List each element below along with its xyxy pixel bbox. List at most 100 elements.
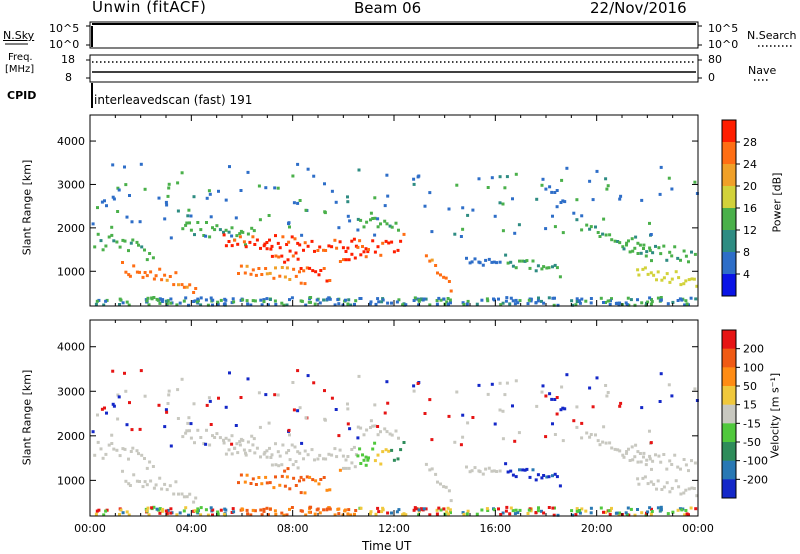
power-cell	[481, 263, 485, 267]
power-cell	[239, 189, 243, 192]
power-heatmap	[91, 162, 699, 307]
velocity-cell	[348, 427, 352, 431]
power-cell	[199, 303, 203, 307]
velocity-cell	[513, 512, 517, 516]
power-cell	[187, 208, 191, 212]
velocity-cell	[580, 436, 584, 440]
velocity-cell	[216, 512, 220, 516]
power-cell	[680, 298, 684, 302]
power-cell	[545, 266, 549, 270]
velocity-cell	[667, 383, 671, 387]
power-cell	[176, 209, 180, 213]
power-cell	[416, 175, 420, 179]
velocity-cell	[135, 449, 139, 453]
power-cell	[239, 264, 243, 268]
power-cell	[561, 199, 565, 203]
velocity-cell	[356, 436, 360, 440]
power-cell	[257, 184, 261, 188]
velocity-cell	[146, 506, 150, 510]
power-cell	[501, 301, 505, 305]
power-cell	[419, 297, 423, 301]
velocity-cell	[350, 461, 354, 465]
velocity-cell	[659, 372, 663, 376]
power-cell	[646, 272, 650, 276]
power-cell	[668, 280, 672, 284]
power-cell	[344, 258, 348, 262]
velocity-cell	[589, 511, 593, 515]
power-cell	[211, 303, 214, 307]
power-cell	[642, 243, 646, 247]
power-cell	[465, 302, 469, 306]
velocity-cell	[292, 408, 296, 412]
power-cell	[625, 303, 629, 306]
power-cell	[246, 232, 250, 236]
power-cell	[169, 301, 173, 305]
velocity-cell	[184, 506, 188, 510]
velocity-cell	[437, 506, 441, 510]
power-cell	[471, 208, 475, 212]
velocity-cell	[123, 371, 126, 375]
velocity-cell	[206, 513, 210, 517]
power-cell	[640, 301, 644, 305]
velocity-cell	[154, 483, 158, 487]
velocity-cell	[208, 399, 212, 403]
velocity-cell	[542, 511, 546, 515]
velocity-cell	[238, 443, 242, 447]
velocity-cell	[435, 512, 439, 516]
power-cell	[264, 267, 268, 270]
velocity-cell	[610, 446, 614, 450]
velocity-cell	[480, 508, 484, 512]
velocity-cell	[239, 473, 243, 477]
velocity-cell	[376, 425, 380, 428]
velocity-cell	[147, 513, 151, 517]
velocity-cell	[535, 404, 539, 408]
power-cell	[327, 244, 331, 248]
power-cell	[145, 274, 149, 278]
velocity-cell	[94, 512, 98, 516]
power-cell	[164, 200, 168, 204]
power-cell	[97, 298, 101, 302]
nsky-panel-frame	[89, 21, 699, 49]
power-cell	[222, 302, 226, 306]
velocity-cell	[613, 447, 617, 451]
velocity-cell	[161, 507, 165, 511]
velocity-cell	[648, 454, 652, 458]
power-cell	[333, 238, 337, 242]
velocity-cell	[390, 448, 394, 452]
velocity-cell	[127, 513, 131, 517]
velocity-cell	[287, 449, 291, 452]
power-cell	[246, 302, 250, 306]
power-cell	[238, 235, 242, 239]
power-cell	[555, 189, 559, 192]
velocity-cell	[575, 509, 579, 513]
velocity-cell	[163, 425, 167, 429]
velocity-cell	[387, 449, 391, 453]
power-cell	[298, 270, 301, 274]
power-cell	[399, 239, 403, 243]
velocity-cell	[138, 427, 142, 431]
power-cell	[618, 197, 622, 201]
power-cell	[584, 299, 588, 303]
power-cell	[528, 266, 532, 270]
velocity-cell	[245, 508, 249, 512]
velocity-cell	[143, 457, 146, 460]
power-cell	[107, 235, 111, 239]
velocity-cell	[227, 438, 231, 442]
velocity-cell	[553, 506, 556, 510]
velocity-cell	[273, 509, 277, 513]
velocity-cell	[262, 452, 266, 456]
power-cell	[216, 302, 220, 306]
velocity-cell	[439, 508, 443, 512]
power-cell	[356, 245, 360, 249]
velocity-cell	[379, 430, 382, 434]
power-cell	[158, 301, 162, 305]
power-cell	[542, 301, 546, 305]
power-cell	[158, 267, 162, 271]
power-cell	[657, 246, 661, 250]
velocity-cell	[449, 499, 453, 503]
velocity-cell	[506, 470, 510, 474]
power-cell	[610, 238, 614, 242]
power-cell	[397, 298, 401, 302]
velocity-cell	[359, 462, 363, 465]
power-cell	[616, 240, 620, 243]
